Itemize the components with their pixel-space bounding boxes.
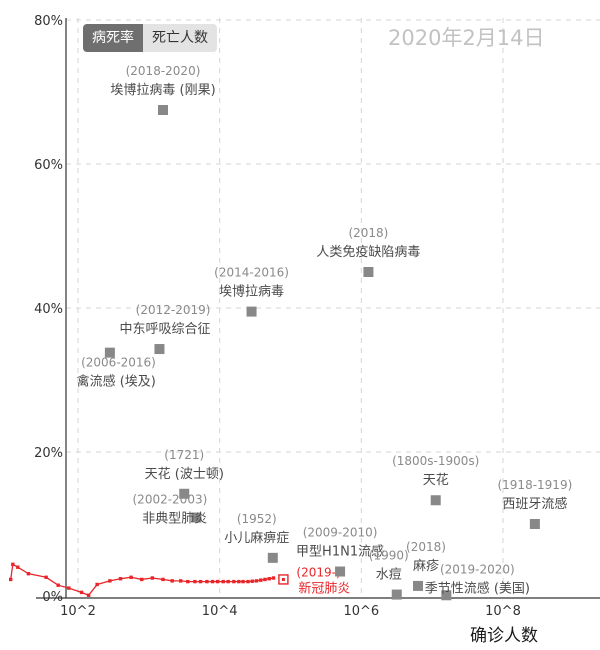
covid-trail-point xyxy=(210,579,215,584)
disease-period-label: (1721) xyxy=(164,448,204,462)
covid-trail-point xyxy=(150,576,155,580)
covid-trail-point xyxy=(241,579,245,584)
disease-period-label: (2012-2019) xyxy=(136,303,211,317)
covid-trail-point xyxy=(198,579,203,584)
disease-name-label: 禽流感 (埃及) xyxy=(77,374,156,390)
covid-trail-point xyxy=(16,565,20,569)
disease-period-label: (2018) xyxy=(348,226,388,240)
covid-trail-point xyxy=(161,577,165,582)
x-axis-title: 确诊人数 xyxy=(470,626,538,646)
x-tick-label: 10^2 xyxy=(60,604,96,619)
covid-trail-point xyxy=(95,582,99,587)
covid-trail-point xyxy=(237,579,241,584)
covid-period-label: (2019-) xyxy=(296,565,340,579)
disease-name-label: 天花 (波士顿) xyxy=(145,466,224,482)
disease-period-label: (2019-2020) xyxy=(440,562,515,576)
disease-point[interactable] xyxy=(413,580,423,591)
covid-trail-point xyxy=(205,579,209,584)
disease-point[interactable] xyxy=(191,512,202,523)
disease-point[interactable] xyxy=(529,519,540,529)
covid-trail-point xyxy=(193,579,197,584)
disease-name-label: 埃博拉病毒 (刚果) xyxy=(110,83,215,98)
disease-period-label: (2018) xyxy=(406,540,446,554)
covid-trail-point xyxy=(67,586,71,590)
disease-point[interactable] xyxy=(441,590,452,601)
disease-period-label: (2002-2003) xyxy=(133,493,208,507)
disease-name-label: 水痘 xyxy=(376,568,402,583)
metric-toggle: 病死率 死亡人数 xyxy=(83,24,217,52)
disease-period-label: (1990) xyxy=(369,549,409,563)
disease-period-label: (2006-2016) xyxy=(81,356,156,370)
disease-name-label: 人类免疫缺陷病毒 xyxy=(316,244,420,260)
covid-trail-point xyxy=(246,579,250,584)
covid-trail-point xyxy=(140,577,144,582)
covid-trail-point xyxy=(86,593,91,597)
disease-period-label: (2009-2010) xyxy=(303,526,378,540)
covid-trail-point xyxy=(267,577,271,581)
covid-trail-point xyxy=(44,575,48,579)
disease-name-label: 埃博拉病毒 xyxy=(219,285,284,300)
disease-name-label: 天花 xyxy=(423,472,449,488)
covid-trail-point xyxy=(226,579,230,584)
covid-name-label: 新冠肺炎 xyxy=(298,580,350,596)
covid-trail-point xyxy=(108,579,112,583)
disease-name-label: 季节性流感 (美国) xyxy=(425,580,530,596)
disease-point[interactable] xyxy=(179,488,190,499)
covid-trail-point xyxy=(232,579,236,584)
disease-period-label: (1800s-1900s) xyxy=(392,454,479,468)
covid-trail-point xyxy=(56,583,60,587)
y-tick-label: 20% xyxy=(34,446,63,461)
covid-trail-point xyxy=(9,577,13,582)
disease-name-label: 西班牙流感 xyxy=(502,496,567,512)
disease-point[interactable] xyxy=(246,306,257,317)
disease-point[interactable] xyxy=(363,267,374,277)
disease-name-label: 中东呼吸综合征 xyxy=(119,322,210,337)
disease-period-label: (2018-2020) xyxy=(126,64,201,78)
y-tick-label: 60% xyxy=(34,158,63,173)
covid-trail-point xyxy=(221,579,225,584)
disease-period-label: (2014-2016) xyxy=(214,266,289,280)
disease-point[interactable] xyxy=(104,347,115,358)
disease-point[interactable] xyxy=(391,589,402,600)
covid-trail-point xyxy=(215,579,220,584)
date-label: 2020年2月14日 xyxy=(388,26,545,50)
disease-name-label: 小儿麻痹症 xyxy=(224,530,289,546)
tab-case-fatality-rate[interactable]: 病死率 xyxy=(83,24,143,52)
disease-name-label: 甲型H1N1流感 xyxy=(296,544,384,560)
covid-trail-point xyxy=(186,579,190,584)
covid-trail-point xyxy=(170,579,174,583)
x-tick-label: 10^4 xyxy=(202,604,238,619)
disease-period-label: (1918-1919) xyxy=(497,478,572,492)
disease-point[interactable] xyxy=(154,344,165,355)
covid-trail-point xyxy=(250,579,254,583)
covid-trail-point xyxy=(118,577,123,581)
disease-point[interactable] xyxy=(430,495,441,506)
covid-trail-point xyxy=(254,579,259,583)
covid-trail-point xyxy=(26,571,31,576)
covid-point-center xyxy=(281,577,285,581)
x-tick-label: 10^8 xyxy=(485,604,521,619)
disease-name-label: 麻疹 xyxy=(413,558,439,574)
covid-trail-point xyxy=(11,562,15,567)
disease-period-label: (1952) xyxy=(237,512,277,526)
disease-name-label: 非典型肺炎 xyxy=(142,512,207,527)
covid-trail-point xyxy=(179,579,183,583)
y-tick-label: 80% xyxy=(34,14,63,29)
covid-trail-point xyxy=(263,577,267,582)
covid-trail-point xyxy=(129,575,133,579)
covid-trail-point xyxy=(79,590,84,595)
disease-point[interactable] xyxy=(335,566,346,577)
disease-point[interactable] xyxy=(158,105,168,115)
tab-death-count[interactable]: 死亡人数 xyxy=(143,24,217,52)
disease-point[interactable] xyxy=(267,552,278,563)
y-tick-label: 0% xyxy=(42,590,63,605)
covid-trail-point xyxy=(259,578,263,582)
y-tick-label: 40% xyxy=(34,302,63,317)
covid-trail-point xyxy=(271,576,276,580)
x-tick-label: 10^6 xyxy=(343,604,379,619)
